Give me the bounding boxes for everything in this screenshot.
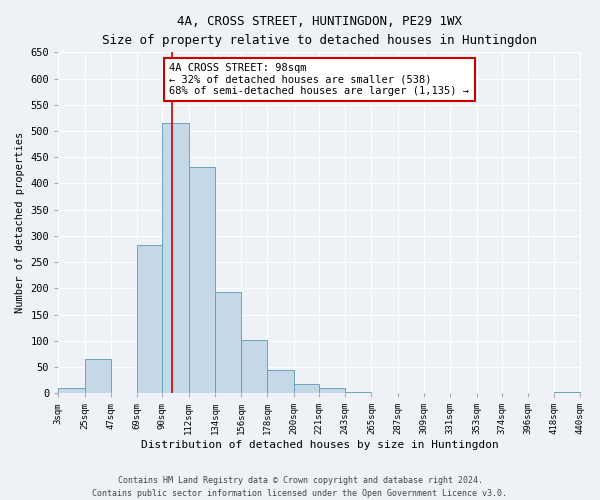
- Bar: [58, 388, 85, 393]
- X-axis label: Distribution of detached houses by size in Huntingdon: Distribution of detached houses by size …: [140, 440, 498, 450]
- Text: 4A CROSS STREET: 98sqm
← 32% of detached houses are smaller (538)
68% of semi-de: 4A CROSS STREET: 98sqm ← 32% of detached…: [169, 63, 469, 96]
- Bar: [241, 340, 268, 393]
- Bar: [319, 388, 345, 393]
- Title: 4A, CROSS STREET, HUNTINGDON, PE29 1WX
Size of property relative to detached hou: 4A, CROSS STREET, HUNTINGDON, PE29 1WX S…: [102, 15, 537, 47]
- Bar: [554, 392, 581, 393]
- Bar: [85, 359, 111, 393]
- Bar: [188, 166, 215, 393]
- Bar: [294, 384, 319, 393]
- Bar: [162, 123, 188, 393]
- Bar: [345, 392, 371, 393]
- Y-axis label: Number of detached properties: Number of detached properties: [15, 132, 25, 314]
- Bar: [215, 292, 241, 393]
- Bar: [137, 245, 162, 393]
- Bar: [268, 370, 294, 393]
- Text: Contains HM Land Registry data © Crown copyright and database right 2024.
Contai: Contains HM Land Registry data © Crown c…: [92, 476, 508, 498]
